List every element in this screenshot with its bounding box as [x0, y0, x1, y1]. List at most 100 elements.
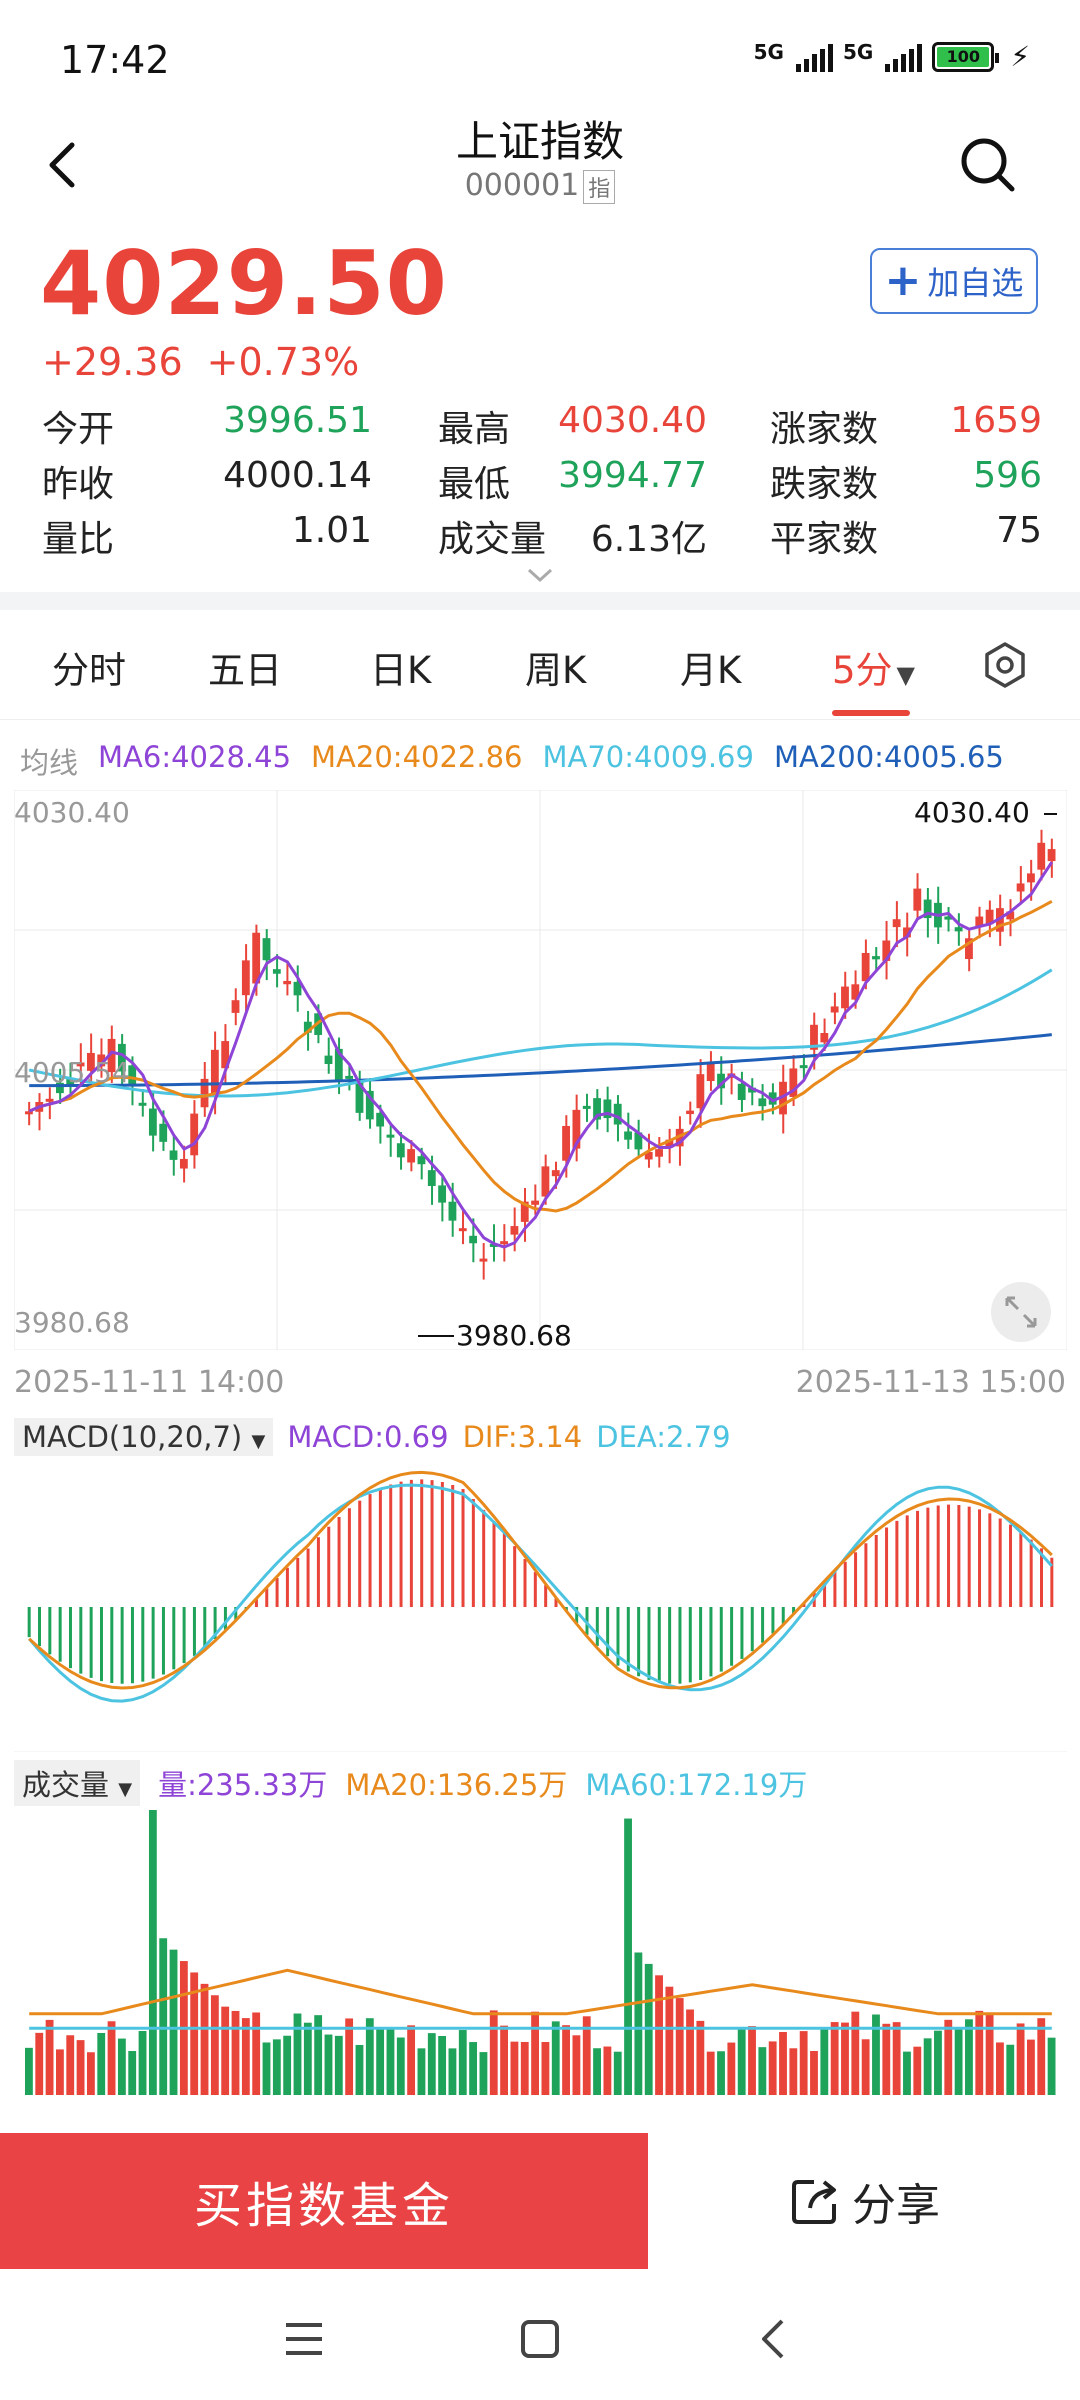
macd-legend: MACD(10,20,7) ▼ MACD:0.69 DIF:3.14 DEA:2…	[14, 1418, 731, 1456]
volume-bar	[613, 2051, 622, 2095]
candle-body	[737, 1083, 746, 1101]
macd-histogram	[27, 1479, 1054, 1684]
candle-body	[882, 940, 891, 961]
min-label: 3980.68	[456, 1319, 572, 1350]
volume-bar	[252, 2012, 261, 2095]
tab-weekly-k[interactable]: 周K	[525, 649, 587, 692]
candle-body	[45, 1098, 54, 1102]
tab-5min[interactable]: 5分 ▼	[832, 640, 915, 694]
change-amount: +29.36	[42, 340, 183, 384]
macd-chart	[14, 1470, 1067, 1752]
candle-body	[923, 899, 932, 919]
search-icon[interactable]	[958, 135, 1018, 195]
candle-body	[334, 1048, 343, 1081]
signal-icon	[795, 42, 833, 72]
stat-row: 量比 1.01 成交量 6.13亿 平家数 75	[42, 510, 1042, 565]
stat-label: 昨收	[42, 464, 115, 505]
menu-icon[interactable]	[282, 2317, 326, 2361]
volume-bar	[231, 2010, 240, 2095]
volume-bar	[355, 2044, 364, 2095]
volume-bar	[45, 2019, 54, 2095]
nav-back-icon[interactable]	[752, 2317, 796, 2361]
volume-bar	[365, 2018, 374, 2095]
candle-body	[386, 1134, 395, 1138]
volume-bar	[489, 2010, 498, 2095]
volume-bar	[334, 2035, 343, 2095]
volume-bar	[241, 2018, 250, 2095]
volume-bar	[1047, 2037, 1056, 2095]
volume-bar	[159, 1938, 168, 2095]
candle-body	[913, 888, 922, 911]
network-type-2: 5G	[842, 40, 874, 64]
candle-body	[872, 956, 880, 960]
volume-bar	[148, 1810, 157, 2095]
volume-bar	[727, 2042, 736, 2095]
volume-bar	[799, 2031, 808, 2095]
tab-monthly-k[interactable]: 月K	[680, 649, 742, 692]
candle-body	[975, 916, 984, 927]
candle-body	[758, 1098, 767, 1107]
volume-bar	[303, 2022, 312, 2095]
volume-bar	[221, 2006, 230, 2095]
page-title: 上证指数	[455, 117, 624, 166]
volume-bar	[190, 1972, 199, 2095]
candle-body	[634, 1132, 643, 1150]
volume-chart	[25, 1810, 1056, 2095]
volume-bar	[500, 2025, 509, 2095]
settings-icon[interactable]	[980, 640, 1030, 690]
candle-body	[148, 1108, 157, 1136]
volume-bar	[1037, 2018, 1046, 2095]
candle-body	[107, 1038, 116, 1073]
macd-selector-label: MACD(10,20,7)	[22, 1420, 243, 1454]
candle-body	[696, 1074, 705, 1109]
candle-body	[55, 1082, 64, 1094]
home-icon[interactable]	[518, 2317, 562, 2361]
candle-body	[510, 1226, 519, 1235]
candle-body	[66, 1077, 75, 1086]
candle-body	[717, 1073, 725, 1089]
volume-bar	[386, 2027, 395, 2095]
share-button[interactable]: 分享	[648, 2133, 1080, 2269]
volume-bar	[686, 2009, 694, 2095]
buy-index-fund-button[interactable]: 买指数基金	[0, 2133, 648, 2269]
ma200-line	[29, 1033, 1052, 1088]
volume-bar	[86, 2052, 95, 2095]
tab-daily-k[interactable]: 日K	[370, 649, 432, 692]
ma-legend: 均线 MA6:4028.45 MA20:4022.86 MA70:4009.69…	[20, 740, 1004, 782]
volume-bar	[675, 1998, 684, 2095]
stat-value: 4000.14	[223, 455, 372, 496]
macd-selector[interactable]: MACD(10,20,7) ▼	[14, 1418, 274, 1456]
volume-bar	[810, 2050, 818, 2095]
volume-bar	[531, 2011, 539, 2095]
volume-bar	[696, 2020, 705, 2095]
status-icons: 5G 5G 100 ⚡	[754, 40, 1030, 73]
chevron-down-icon[interactable]	[525, 566, 555, 584]
ma-legend-title: 均线	[20, 746, 79, 780]
stat-value: 596	[973, 455, 1042, 496]
volume-selector[interactable]: 成交量 ▼	[14, 1760, 141, 1806]
candle-body	[365, 1090, 374, 1120]
candle-body	[830, 1006, 839, 1013]
candle-body	[954, 927, 963, 932]
stat-label: 涨家数	[770, 409, 879, 450]
tab-intraday[interactable]: 分时	[52, 649, 126, 692]
candle-body	[138, 1102, 147, 1106]
candle-body	[520, 1201, 529, 1222]
volume-bar	[458, 2030, 467, 2095]
tab-five-day[interactable]: 五日	[208, 649, 282, 692]
ma20-value: MA20:4022.86	[311, 740, 523, 774]
stat-label: 量比	[42, 519, 115, 560]
volume-bar	[913, 2046, 922, 2095]
back-icon[interactable]	[40, 135, 90, 195]
candle-body	[1047, 849, 1056, 862]
candlestick-chart[interactable]: 4030.40 4005.54 3980.68 4030.40 3980.68	[14, 790, 1067, 1350]
stat-value: 3996.51	[223, 400, 372, 441]
volume-bar	[572, 2035, 581, 2095]
add-watchlist-button[interactable]: + 加自选	[870, 248, 1038, 314]
candle-body	[86, 1052, 95, 1071]
fullscreen-icon[interactable]	[991, 1282, 1051, 1342]
dif-line	[28, 1470, 1053, 1690]
volume-bar	[541, 2041, 550, 2095]
candle-body	[407, 1149, 416, 1163]
volume-bar	[655, 1975, 663, 2095]
